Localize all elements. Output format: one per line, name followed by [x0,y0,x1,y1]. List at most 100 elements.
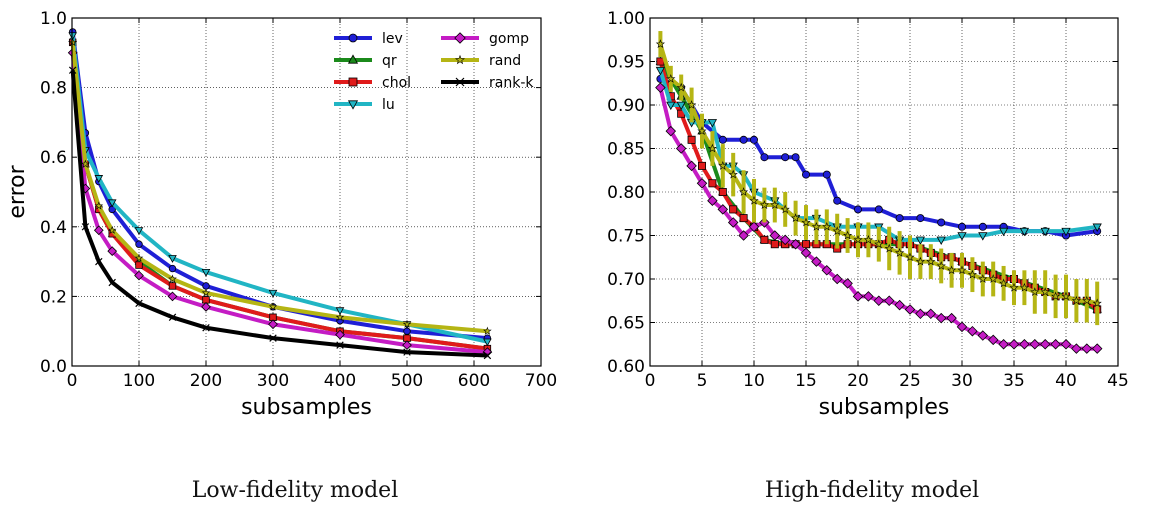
low-fidelity-y-tick-label: 1.0 [40,9,67,29]
low-fidelity-point-rank-k [403,348,411,356]
low-fidelity-point-rand [107,225,117,234]
low-fidelity-y-tick-label: 0.4 [40,218,67,238]
high-fidelity-point-lev [822,170,831,179]
high-fidelity-point-rand [1071,295,1082,305]
high-fidelity-point-lev [750,135,759,144]
high-fidelity-point-gomp [863,291,874,302]
high-fidelity-point-gomp [987,334,999,346]
high-fidelity-point-gomp [811,256,822,267]
high-fidelity-point-gomp [998,339,1009,350]
legend-label-lev: lev [382,31,403,47]
low-fidelity-point-lu [335,307,345,316]
low-fidelity-point-rand [335,312,345,321]
high-fidelity-point-rand [1092,298,1102,308]
high-fidelity-point-lev [781,153,790,162]
low-fidelity-point-rank-k [483,351,492,360]
high-fidelity-point-rand [905,252,915,262]
high-fidelity-point-lu [1040,227,1050,237]
high-fidelity-point-lu [915,236,926,246]
high-fidelity-point-gomp [925,308,937,320]
high-fidelity-point-rand [1019,282,1030,292]
high-fidelity-point-gomp [1039,339,1051,350]
high-fidelity-point-lu [1092,223,1102,232]
high-fidelity-series-group [655,31,1103,354]
low-fidelity-point-rank-k [269,334,277,342]
high-fidelity-point-lev [802,170,811,179]
low-fidelity-point-lu [134,227,144,236]
caption-high-fidelity: High-fidelity model [764,478,980,503]
high-fidelity-point-rand [946,265,957,275]
low-fidelity-point-lu [107,199,117,208]
high-fidelity-point-rand [894,248,905,257]
low-fidelity-point-rand [168,274,177,283]
high-fidelity-point-rand [853,235,863,244]
high-fidelity-point-lev [791,153,800,162]
high-fidelity-point-gomp [1091,343,1103,354]
high-fidelity-point-gomp [946,312,957,324]
high-fidelity-point-chol [739,214,748,223]
high-fidelity-point-gomp [1019,339,1030,350]
high-fidelity-point-rand [1030,287,1040,296]
high-fidelity-point-gomp [696,178,708,189]
high-fidelity-point-gomp [707,195,718,206]
high-fidelity-point-lev [937,218,946,227]
low-fidelity-x-tick-label: 700 [525,371,557,391]
high-fidelity-point-rand [686,100,697,109]
high-fidelity-point-rand [655,39,666,49]
high-fidelity-point-rand [790,213,801,223]
high-fidelity-point-chol [687,135,696,144]
high-fidelity-y-tick-label: 0.90 [607,96,645,116]
high-fidelity-point-lev [916,214,925,223]
high-fidelity-point-chol [802,240,811,249]
high-fidelity-point-gomp [738,230,749,241]
high-fidelity-point-chol [760,235,769,244]
low-fidelity-point-lu [201,268,211,277]
high-fidelity-point-rand [801,217,811,227]
high-fidelity-y-tick-label: 0.85 [607,140,645,160]
high-fidelity-point-rand [749,195,759,205]
low-fidelity-point-rank-k [135,299,143,308]
high-fidelity-point-lev [760,153,769,162]
legend-marker-qr [347,54,359,64]
high-fidelity-point-lu [666,101,676,111]
high-fidelity-point-rand [676,82,686,92]
high-fidelity-point-rand [780,204,790,214]
high-fidelity-point-gomp [1060,339,1072,350]
high-fidelity-x-tick-label: 35 [1003,371,1025,391]
high-fidelity-point-rand [832,226,842,236]
legend-label-gomp: gomp [489,31,529,47]
high-fidelity-point-gomp [779,234,791,246]
low-fidelity-y-tick-label: 0.6 [40,148,67,168]
low-fidelity-point-lev [135,240,143,248]
high-fidelity-y-tick-label: 0.70 [607,270,645,290]
high-fidelity-point-gomp [748,221,760,233]
high-fidelity-x-tick-label: 40 [1055,371,1077,391]
high-fidelity-point-lu [998,227,1009,237]
high-fidelity-point-lu [936,236,946,246]
low-fidelity-point-rank-k [168,313,177,322]
high-fidelity-point-gomp [852,291,864,302]
low-fidelity-point-rank-k [95,257,103,266]
low-fidelity-point-gomp [201,301,211,312]
low-fidelity-point-rank-k [202,323,210,332]
low-fidelity-point-gomp [107,246,118,257]
low-fidelity-x-tick-label: 600 [458,371,490,391]
high-fidelity-point-gomp [904,304,916,315]
high-fidelity-point-rand [936,261,946,270]
high-fidelity-point-gomp [956,321,968,333]
low-fidelity-x-tick-label: 100 [123,371,155,391]
low-fidelity-point-rank-k [336,341,344,349]
legend-label-rank-k: rank-k [489,75,534,91]
low-fidelity-y-tick-label: 0.8 [40,79,67,99]
high-fidelity-point-gomp [873,295,885,306]
low-fidelity-point-rand [201,288,211,297]
low-fidelity-series-group [67,28,493,360]
legend-marker-lu [347,100,359,110]
high-fidelity-point-gomp [655,82,666,93]
high-fidelity-point-gomp [821,265,833,276]
low-fidelity-y-tick-label: 0.2 [40,287,67,307]
high-fidelity-point-lu [957,232,967,241]
high-fidelity-point-rand [1050,291,1061,301]
high-fidelity-x-tick-label: 45 [1107,371,1129,391]
high-fidelity-point-rand [697,126,707,136]
